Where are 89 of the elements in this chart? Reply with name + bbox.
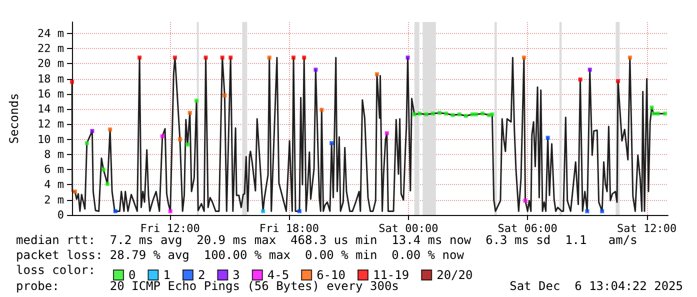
point xyxy=(656,112,660,116)
point xyxy=(168,209,172,214)
point xyxy=(138,56,142,60)
point xyxy=(464,114,468,118)
legend-label: 2 xyxy=(198,268,206,282)
point xyxy=(450,113,455,118)
point xyxy=(108,127,112,132)
text: probe: 20 ICMP Echo Pings (56 Bytes) every 300s xyxy=(16,279,399,293)
point xyxy=(457,112,462,116)
y-tick-label: 16 m xyxy=(38,87,64,100)
legend-label: 20/20 xyxy=(436,268,473,282)
y-tick-label: 22 m xyxy=(38,42,64,55)
y-tick-label: 2 m xyxy=(44,193,64,206)
point xyxy=(522,56,526,60)
point xyxy=(228,56,233,60)
text: Sat Dec 6 13:04:22 2025 xyxy=(510,279,683,293)
point xyxy=(105,182,110,186)
point xyxy=(600,209,604,214)
legend-label: 4-5 xyxy=(267,268,290,282)
point xyxy=(330,141,334,146)
point xyxy=(292,56,296,60)
point xyxy=(546,136,550,140)
legend-label: 11-19 xyxy=(372,268,410,282)
y-tick-label: 20 m xyxy=(38,57,64,70)
point xyxy=(412,112,416,116)
text: median rtt: 7.2 ms avg 20.9 ms max 468.3 us min 13.4 ms now 6.3 ms sd 1.1 am/s xyxy=(16,233,638,247)
point xyxy=(178,137,182,142)
point xyxy=(650,106,654,110)
point xyxy=(588,68,592,72)
x-tick-label: Fri 12:00 xyxy=(140,222,200,235)
point xyxy=(474,112,478,116)
y-axis-title: Seconds xyxy=(7,93,21,144)
y-tick-label: 8 m xyxy=(44,148,64,161)
point xyxy=(297,209,302,214)
point xyxy=(314,68,318,72)
point xyxy=(220,56,224,60)
point xyxy=(384,131,389,136)
x-tick-label: Sat 06:00 xyxy=(498,222,558,235)
point xyxy=(261,209,266,214)
x-tick-label: Fri 18:00 xyxy=(259,222,320,235)
point xyxy=(438,110,442,115)
point xyxy=(523,198,528,203)
y-tick-label: 4 m xyxy=(44,178,64,192)
point xyxy=(651,112,656,116)
point xyxy=(194,98,198,103)
point xyxy=(188,110,192,115)
legend-label: 1 xyxy=(163,268,170,282)
legend-label: 3 xyxy=(232,268,240,282)
point xyxy=(578,78,582,82)
point xyxy=(302,56,306,60)
point xyxy=(418,112,422,116)
point xyxy=(444,112,448,116)
point xyxy=(72,190,77,194)
point xyxy=(101,168,106,172)
point xyxy=(222,93,227,98)
x-tick-label: Sat 12:00 xyxy=(617,222,677,235)
point xyxy=(320,108,324,112)
point xyxy=(616,79,620,84)
point xyxy=(663,112,668,116)
point xyxy=(267,56,272,60)
y-tick-label: 24 m xyxy=(38,26,64,40)
point xyxy=(172,56,177,60)
point xyxy=(430,112,435,116)
y-tick-label: 10 m xyxy=(38,132,64,146)
x-tick-label: Sat 00:00 xyxy=(378,222,438,235)
point xyxy=(186,142,190,147)
y-tick-label: 12 m xyxy=(38,118,64,131)
legend-label: 0 xyxy=(128,268,136,282)
point xyxy=(374,72,379,76)
line-series xyxy=(71,56,666,212)
legend-label: 6-10 xyxy=(316,268,346,282)
point xyxy=(628,56,632,60)
y-tick-label: 14 m xyxy=(38,102,64,116)
point xyxy=(113,209,118,214)
point xyxy=(70,80,74,84)
point xyxy=(84,141,89,146)
y-tick-label: 0 xyxy=(57,208,64,222)
point xyxy=(585,209,590,214)
point xyxy=(90,128,94,133)
point xyxy=(160,134,164,138)
y-tick-label: 6 m xyxy=(44,163,64,176)
text: packet loss: 28.79 % avg 100.00 % max 0.00 % min 0.00 % now xyxy=(16,248,465,262)
point xyxy=(480,112,485,116)
point xyxy=(406,56,410,60)
legend-title: loss color: xyxy=(16,263,96,277)
point xyxy=(490,112,494,116)
point xyxy=(204,56,208,60)
y-tick-label: 18 m xyxy=(38,72,64,86)
point xyxy=(424,112,428,116)
